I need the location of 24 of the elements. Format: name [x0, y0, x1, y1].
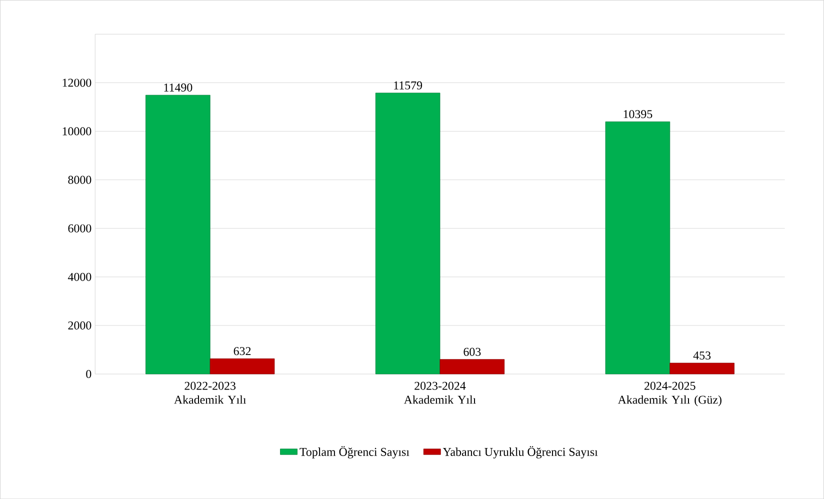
y-tick-label: 10000 — [62, 127, 92, 136]
bar — [605, 121, 670, 374]
bar — [440, 359, 505, 374]
x-tick-label: 2022-2023 Akademik Yılı — [174, 382, 246, 404]
bar — [146, 94, 210, 374]
bar — [375, 92, 440, 374]
data-label: 11490 — [164, 83, 192, 92]
x-tick-label: 2024-2025 Akademik Yılı (Güz) — [618, 382, 722, 406]
bar — [670, 362, 734, 374]
data-label: 632 — [234, 347, 251, 356]
legend-label: Yabancı Uyruklu Öğrenci Sayısı — [442, 446, 598, 458]
y-tick-label: 4000 — [68, 272, 92, 281]
data-label: 11579 — [394, 81, 422, 90]
data-label: 453 — [693, 351, 711, 360]
y-tick-label: 8000 — [68, 176, 92, 184]
y-tick-label: 12000 — [62, 78, 92, 87]
y-tick-label: 6000 — [68, 224, 92, 232]
data-label: 603 — [464, 348, 481, 356]
x-tick-label: 2023-2024 Akademik Yılı — [404, 382, 476, 404]
y-tick-label: 2000 — [68, 321, 92, 330]
bar — [210, 358, 275, 374]
y-tick-label: 0 — [86, 370, 92, 378]
legend-label: Toplam Öğrenci Sayısı — [300, 446, 410, 458]
data-label: 10395 — [624, 110, 652, 118]
